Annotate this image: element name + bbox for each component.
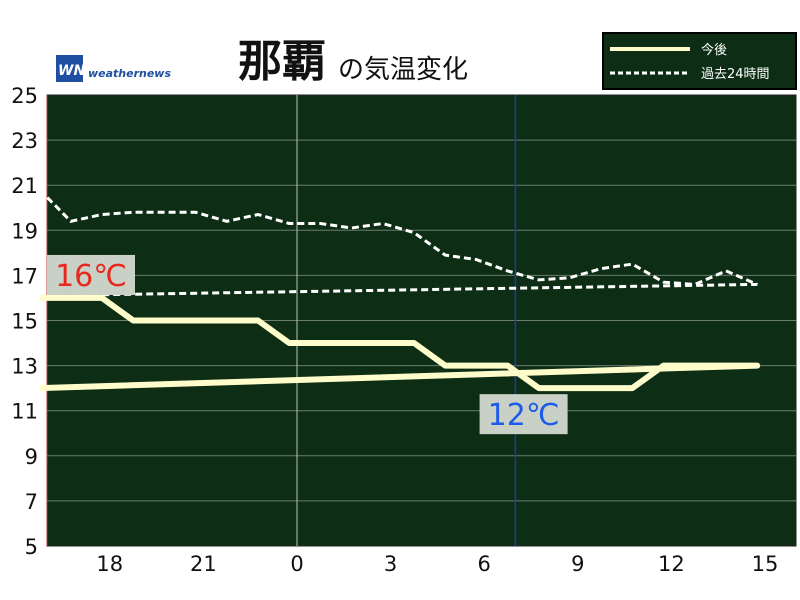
legend-box (602, 32, 797, 90)
y-tick-label: 15 (11, 310, 38, 334)
y-tick-label: 9 (25, 445, 38, 469)
x-tick-label: 3 (384, 552, 397, 576)
series-layer (38, 188, 761, 392)
tick-label-layer: 25 23 21 19 17 15 13 11 9 7 5 18 21 0 3 6 9 12 15 (11, 84, 778, 576)
weathernews-logo: WN weathernews (56, 55, 171, 82)
legend: 今後 過去24時間 (602, 32, 797, 90)
legend-past-label: 過去24時間 (701, 67, 770, 82)
brand-logo-mark: WN (58, 63, 85, 79)
brand-name: weathernews (88, 67, 171, 80)
y-tick-label: 25 (11, 84, 38, 108)
annotation-layer: 16℃ 12℃ (47, 254, 568, 435)
y-tick-label: 17 (11, 264, 38, 288)
y-tick-label: 11 (11, 400, 38, 424)
series-line-past-24h (38, 188, 758, 298)
y-tick-label: 5 (25, 535, 38, 559)
chart-title-main: 那覇 (238, 36, 326, 87)
legend-forecast-label: 今後 (701, 42, 727, 58)
series-line-forecast (39, 294, 761, 392)
y-tick-label: 19 (11, 219, 38, 243)
x-tick-label: 21 (190, 552, 217, 576)
y-tick-label: 23 (11, 129, 38, 153)
max-temp-label: 16℃ (55, 259, 127, 294)
max-temp-label-bg (47, 254, 135, 295)
y-tick-label: 13 (11, 355, 38, 379)
x-tick-label: 6 (478, 552, 491, 576)
y-tick-label: 7 (25, 490, 38, 514)
min-temp-label: 12℃ (488, 398, 560, 433)
y-tick-label: 21 (11, 174, 38, 198)
x-tick-label: 18 (96, 552, 123, 576)
x-tick-label: 12 (658, 552, 685, 576)
x-tick-label: 0 (290, 552, 303, 576)
x-tick-label: 15 (752, 552, 779, 576)
x-tick-label: 9 (571, 552, 584, 576)
min-temp-label-bg (479, 394, 568, 435)
chart-title-sub: の気温変化 (338, 55, 468, 85)
